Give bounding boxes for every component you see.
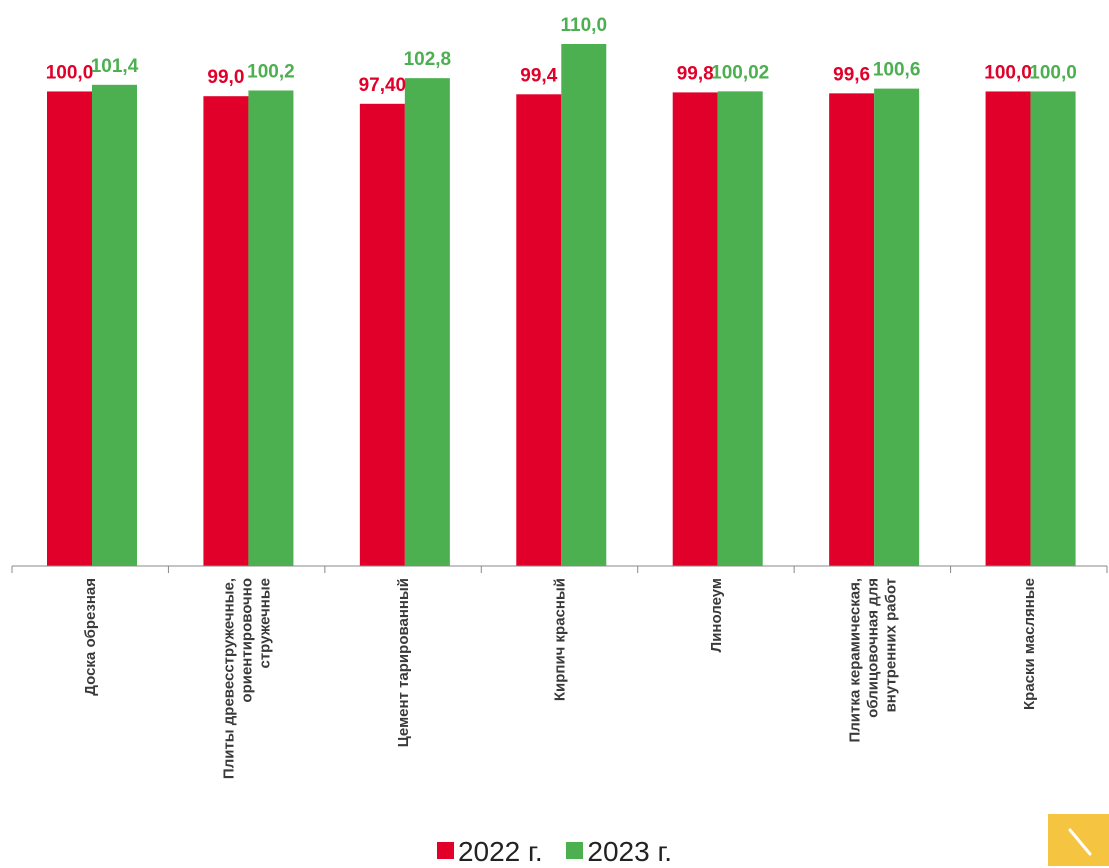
category-label-line: Доска обрезная — [82, 578, 99, 696]
legend-label-2022: 2022 г. — [457, 836, 543, 867]
value-label-2023-6: 100,0 — [1029, 62, 1077, 83]
category-label-5: Плитка керамическая,облицовочная длявнут… — [846, 578, 899, 743]
bar-2022-5 — [829, 93, 875, 567]
category-label-1: Плиты древесстружечные,ориентировочностр… — [221, 578, 274, 779]
value-label-2023-5: 100,6 — [873, 60, 921, 81]
value-label-2022-6: 100,0 — [984, 62, 1032, 83]
value-label-2023-3: 110,0 — [561, 15, 608, 36]
legend-swatch-2022 — [436, 842, 454, 859]
category-label-0: Доска обрезная — [82, 578, 99, 696]
bar-2023-0 — [92, 84, 137, 566]
category-labels-layer: Доска обрезная Плиты древесстружечные,ори… — [82, 578, 1038, 779]
bars-layer — [47, 44, 1076, 567]
category-label-line: облицовочная для — [864, 578, 881, 718]
value-label-2023-0: 101,4 — [91, 56, 139, 77]
pen-icon-glyph — [1068, 828, 1092, 856]
value-label-2022-5: 99,6 — [833, 64, 870, 85]
category-label-line: Линолеум — [708, 578, 725, 652]
value-label-2022-2: 97,40 — [359, 75, 407, 96]
bar-2023-2 — [404, 78, 450, 567]
bar-2023-4 — [717, 91, 763, 567]
category-label-line: ориентировочно — [239, 578, 256, 703]
category-label-line: Краски масляные — [1021, 578, 1038, 710]
pen-icon[interactable] — [1048, 814, 1109, 866]
bar-2022-3 — [516, 94, 562, 566]
category-label-2: Цемент тарированный — [395, 578, 412, 747]
category-label-line: Плиты древесстружечные, — [221, 578, 238, 779]
value-label-2023-2: 102,8 — [404, 49, 452, 70]
value-label-2023-1: 100,2 — [247, 62, 295, 83]
value-label-2022-4: 99,8 — [677, 63, 714, 84]
value-label-2023-4: 100,02 — [711, 62, 769, 83]
bar-2022-1 — [203, 96, 249, 566]
category-label-line: Цемент тарированный — [395, 578, 412, 747]
bar-2023-5 — [874, 88, 920, 566]
bar-2023-1 — [248, 90, 294, 566]
legend-item-2022: 2022 г. — [436, 836, 543, 868]
x-axis — [11, 565, 1108, 573]
category-label-6: Краски масляные — [1021, 578, 1038, 710]
category-label-line: внутренних работ — [882, 578, 899, 712]
category-label-line: Кирпич красный — [552, 578, 569, 701]
value-label-2022-3: 99,4 — [520, 65, 557, 86]
value-label-2022-1: 99,0 — [207, 67, 244, 88]
legend: 2022 г. 2023 г. — [0, 836, 1109, 868]
bar-2023-6 — [1030, 91, 1076, 567]
bar-2022-0 — [47, 91, 92, 567]
value-label-2022-0: 100,0 — [46, 62, 94, 83]
bar-2022-6 — [985, 91, 1031, 567]
bar-2022-4 — [672, 92, 718, 567]
bar-2022-2 — [359, 103, 405, 566]
category-label-3: Кирпич красный — [552, 578, 569, 701]
bar-2023-3 — [561, 44, 607, 566]
legend-swatch-2023 — [566, 842, 584, 859]
category-label-4: Линолеум — [708, 578, 725, 652]
category-label-line: Плитка керамическая, — [846, 578, 863, 743]
legend-label-2023: 2023 г. — [587, 836, 673, 867]
category-label-line: стружечные — [257, 578, 274, 669]
legend-item-2023: 2023 г. — [566, 836, 672, 868]
